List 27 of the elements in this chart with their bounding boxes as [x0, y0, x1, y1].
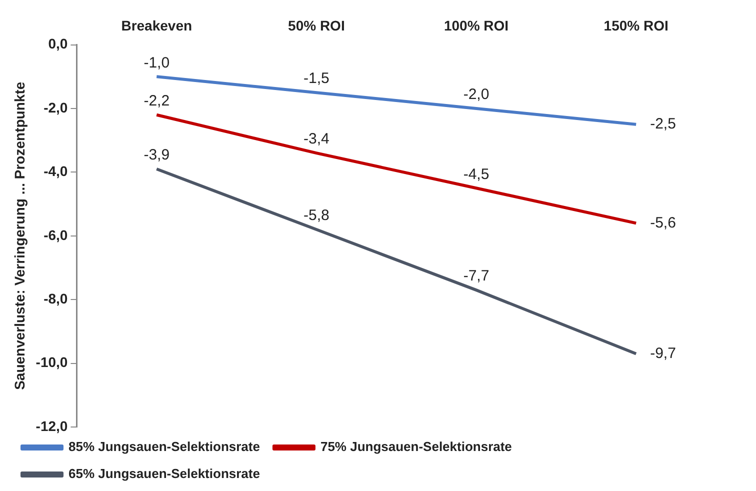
data-label: -7,7 [463, 268, 490, 285]
data-label: -2,2 [144, 92, 170, 110]
legend-label: 65% Jungsauen-Selektionsrate [68, 466, 260, 482]
data-label: -1,5 [304, 70, 330, 88]
legend-label: 85% Jungsauen-Selektionsrate [68, 439, 260, 454]
legend-label: 75% Jungsauen-Selektionsrate [320, 439, 512, 454]
data-label: -5,8 [304, 207, 330, 224]
data-label: -2,0 [463, 86, 490, 104]
y-tick-label: -6,0 [44, 226, 68, 243]
y-tick-label: 0,0 [48, 36, 68, 52]
x-tick-label: 100% ROI [444, 17, 509, 34]
data-label: -3,4 [304, 130, 330, 148]
x-tick-label: Breakeven [121, 17, 192, 34]
x-tick-label: 50% ROI [288, 17, 345, 34]
data-label: -1,0 [144, 54, 170, 72]
data-label: -3,9 [144, 146, 170, 164]
y-tick-label: -2,0 [44, 99, 68, 116]
data-label: -9,7 [650, 344, 676, 362]
y-tick-label: -4,0 [44, 163, 68, 180]
data-label: -2,5 [650, 116, 676, 133]
x-tick-label: 150% ROI [604, 17, 668, 34]
y-tick-label: -10,0 [36, 354, 68, 370]
y-tick-label: -8,0 [44, 290, 68, 306]
data-label: -4,5 [463, 166, 490, 183]
data-label: -5,6 [650, 214, 676, 232]
y-axis-title: Sauenverluste: Verringerung ... Prozentpunkte [11, 82, 28, 390]
y-tick-label: -12,0 [36, 418, 68, 434]
